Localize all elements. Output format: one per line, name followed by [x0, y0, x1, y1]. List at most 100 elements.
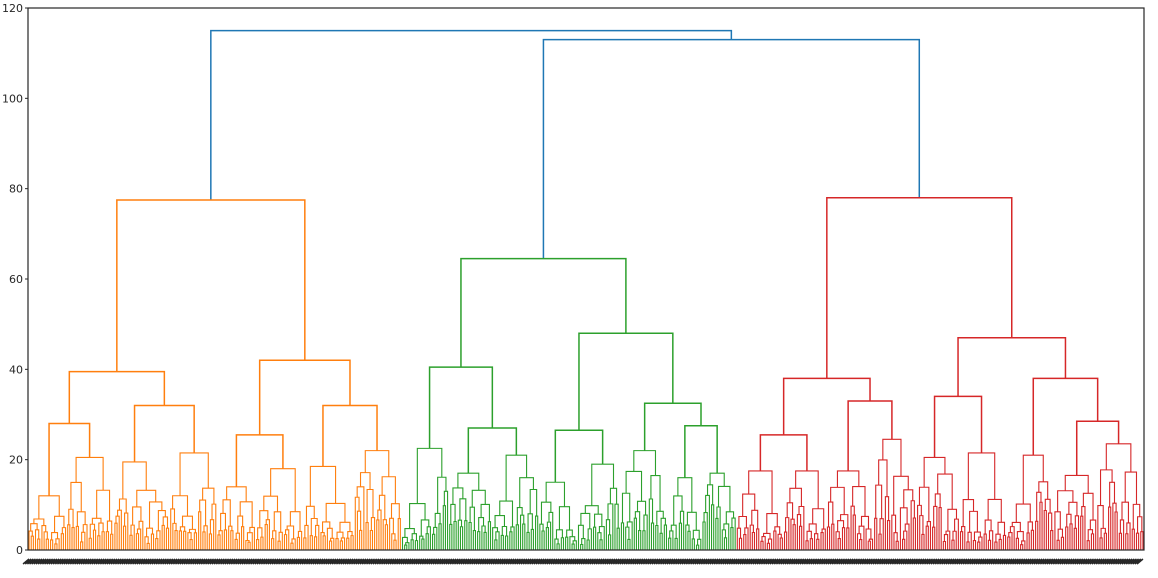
dendrogram-link-208	[471, 489, 486, 508]
leaf-tick-label-203	[458, 558, 466, 565]
dendrogram-link-360	[792, 524, 796, 550]
leaf-tick-label-91	[217, 558, 225, 565]
dendrogram-link-47	[114, 522, 118, 550]
dendrogram-link-515	[1131, 528, 1135, 550]
dendrogram-link-371	[821, 528, 826, 550]
leaf-tick-label-133	[307, 558, 316, 565]
leaf-tick-label-341	[754, 558, 762, 565]
leaf-tick-label-473	[1037, 558, 1045, 565]
dendrogram-link-169	[390, 503, 400, 519]
dendrogram-link-57	[148, 501, 163, 529]
leaf-tick-label-43	[114, 558, 122, 565]
leaf-tick-label-218	[490, 558, 498, 565]
leaf-tick-label-27	[80, 558, 88, 565]
leaf-tick-label-469	[1029, 558, 1037, 565]
dendrogram-link-349	[766, 542, 771, 550]
leaf-tick-label-328	[726, 558, 734, 565]
leaf-tick-label-246	[550, 558, 558, 565]
leaf-tick-label-444	[975, 558, 983, 565]
dendrogram-link-72	[174, 530, 178, 550]
dendrogram-link-343	[756, 528, 760, 550]
dendrogram-link-106	[245, 540, 250, 550]
dendrogram-link-128	[296, 536, 301, 550]
dendrogram-link-277	[643, 402, 702, 451]
dendrogram-links	[28, 29, 1144, 550]
dendrogram-link-163	[381, 476, 396, 504]
leaf-tick-label-155	[355, 558, 363, 565]
leaf-tick-label-166	[378, 558, 386, 565]
dendrogram-link-195	[438, 523, 442, 550]
leaf-tick-label-321	[711, 558, 719, 565]
dendrogram-link-65	[162, 516, 169, 529]
leaf-tick-label-482	[1057, 558, 1065, 565]
leaf-tick-label-239	[535, 558, 543, 565]
dendrogram-link-440	[967, 531, 972, 550]
leaf-tick-label-277	[617, 558, 625, 565]
leaf-tick-label-446	[979, 558, 987, 565]
leaf-tick-label-287	[638, 558, 646, 565]
leaf-tick-label-181	[411, 558, 419, 565]
leaf-tick-label-97	[230, 558, 238, 565]
dendrogram-link-409	[904, 523, 910, 550]
leaf-tick-label-179	[406, 558, 414, 565]
leaf-tick-label-273	[608, 558, 616, 565]
dendrogram-link-70	[170, 508, 176, 550]
dendrogram-link-486	[1066, 513, 1072, 528]
leaf-tick-label-359	[793, 558, 801, 565]
dendrogram-link-135	[309, 535, 313, 550]
leaf-tick-label-52	[134, 558, 142, 565]
leaf-tick-label-353	[780, 558, 788, 565]
dendrogram-link-225	[500, 534, 504, 550]
leaf-tick-label-383	[844, 558, 852, 565]
dendrogram-link-326	[721, 529, 727, 550]
dendrogram-link-92	[222, 499, 231, 527]
dendrogram-link-108	[270, 468, 296, 512]
leaf-tick-label-464	[1018, 558, 1026, 565]
leaf-tick-label-334	[739, 558, 747, 565]
dendrogram-link-248	[558, 506, 571, 531]
leaf-tick-label-425	[934, 558, 942, 565]
dendrogram-link-315	[709, 472, 725, 487]
leaf-tick-label-223	[501, 558, 509, 565]
leaf-tick-label-49	[127, 558, 135, 565]
dendrogram-link-143	[330, 537, 335, 550]
dendrogram-link-269	[597, 532, 602, 550]
leaf-tick-label-311	[690, 558, 698, 565]
dendrogram-link-6	[30, 523, 38, 532]
leaf-tick-label-46	[121, 558, 129, 565]
dendrogram-link-198	[467, 427, 518, 474]
leaf-tick-label-275	[612, 558, 620, 565]
leaf-tick-label-458	[1005, 558, 1013, 565]
leaf-tick-label-260	[580, 558, 588, 565]
dendrogram-link-422	[925, 525, 929, 550]
dendrogram-link-464	[1015, 537, 1019, 550]
dendrogram-link-228	[509, 531, 513, 550]
dendrogram-link-16	[49, 539, 54, 550]
dendrogram-link-77	[188, 528, 196, 533]
leaf-tick-label-281	[625, 558, 633, 565]
dendrogram-link-140	[320, 532, 325, 550]
dendrogram-link-295	[655, 524, 659, 550]
leaf-tick-label-215	[483, 558, 492, 565]
leaf-tick-label-193	[436, 558, 444, 565]
dendrogram-link-429	[945, 530, 951, 550]
y-tick-label-6: 120	[2, 2, 23, 15]
dendrogram-link-470	[1038, 481, 1049, 500]
dendrogram-link-142	[326, 527, 333, 550]
leaf-tick-label-508	[1112, 558, 1120, 565]
dendrogram-link-123	[284, 529, 290, 550]
leaf-tick-label-298	[662, 558, 670, 565]
dendrogram-link-395	[882, 438, 902, 477]
leaf-tick-label-358	[790, 558, 798, 565]
leaf-tick-label-498	[1091, 558, 1099, 565]
dendrogram-link-4	[38, 495, 60, 519]
dendrogram-link-262	[581, 538, 586, 550]
dendrogram-link-110	[259, 510, 269, 528]
dendrogram-link-219	[499, 500, 514, 527]
leaf-tick-label-219	[492, 558, 500, 565]
dendrogram-link-352	[777, 533, 782, 550]
dendrogram-link-449	[988, 530, 994, 550]
leaf-tick-label-354	[782, 558, 790, 565]
dendrogram-link-217	[487, 521, 492, 550]
leaf-tick-label-242	[541, 558, 549, 565]
